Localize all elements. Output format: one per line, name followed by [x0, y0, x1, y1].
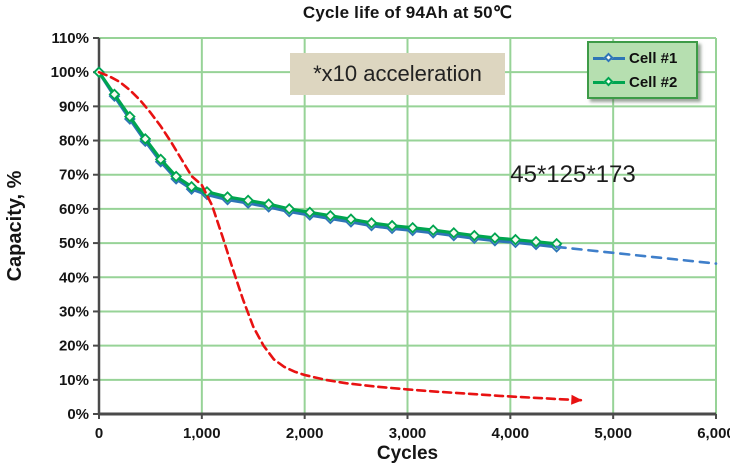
diamond-marker-icon [139, 132, 152, 145]
diamond-marker-icon [185, 180, 198, 193]
diamond-marker-icon [509, 233, 522, 246]
legend-label-cell2: Cell #2 [629, 73, 678, 91]
diamond-marker-icon [427, 224, 440, 236]
diamond-marker-icon [242, 194, 254, 207]
series-x10-accelerated-reference [97, 70, 584, 405]
y-axis-title: Capacity, % [4, 170, 26, 282]
annotation-acceleration-box: *x10 acceleration [290, 53, 505, 95]
diamond-marker-icon [324, 209, 337, 222]
y-tick-label: 70% [59, 167, 89, 184]
y-tick-label: 100% [51, 64, 89, 81]
diamond-marker-icon [468, 229, 481, 242]
diamond-marker-icon [170, 170, 182, 183]
diamond-marker-icon [221, 191, 234, 203]
diamond-marker-icon [550, 237, 563, 250]
y-tick-label: 60% [59, 201, 89, 218]
y-tick-label: 0% [67, 406, 89, 423]
y-tick-label: 90% [59, 98, 89, 115]
x-tick-label: 4,000 [492, 425, 530, 442]
chart-title: Cycle life of 94Ah at 50℃ [302, 3, 513, 22]
x-tick-labels: 0 1,000 2,000 3,000 4,000 5,000 6,000 [95, 425, 730, 442]
diamond-marker-icon [530, 235, 542, 248]
diamond-marker-icon [447, 226, 460, 239]
diamond-marker-icon [303, 206, 316, 219]
y-tick-label: 20% [59, 338, 89, 355]
diamond-marker-icon [262, 198, 275, 210]
legend-label-cell1: Cell #1 [629, 49, 678, 67]
y-tick-label: 50% [59, 235, 89, 252]
series-cell-2 [93, 66, 563, 250]
y-tick-labels: 0% 10% 20% 30% 40% 50% 60% 70% 80% 90% 100% 110% [51, 30, 89, 423]
diamond-marker-icon [283, 203, 296, 215]
x-tick-label: 1,000 [183, 425, 221, 442]
x-axis-title: Cycles [376, 443, 439, 464]
diamond-marker-icon [345, 213, 357, 226]
diamond-marker-icon [386, 219, 398, 232]
diamond-marker-icon [406, 221, 419, 234]
x-tick-label: 2,000 [286, 425, 324, 442]
y-tick-label: 30% [59, 303, 89, 320]
y-tick-label: 80% [59, 133, 89, 150]
x-tick-label: 3,000 [389, 425, 427, 442]
axes [93, 37, 717, 419]
x-tick-label: 0 [95, 425, 103, 442]
series-cell-1-projection [555, 245, 718, 265]
cell1-line-marker-icon [593, 52, 625, 64]
annotation-dimensions-text: 45*125*173 [510, 161, 636, 188]
cell2-line-marker-icon [593, 76, 625, 88]
x-tick-label: 6,000 [697, 425, 730, 442]
diamond-marker-icon [489, 232, 501, 244]
chart-legend: Cell #1 Cell #2 [587, 41, 698, 99]
diamond-marker-icon [108, 88, 121, 101]
y-tick-label: 40% [59, 269, 89, 286]
legend-item-cell2: Cell #2 [593, 74, 692, 91]
x-tick-label: 5,000 [594, 425, 632, 442]
arrowhead-icon [571, 394, 583, 405]
annotation-acceleration-text: *x10 acceleration [313, 61, 482, 86]
diamond-marker-icon [154, 153, 167, 166]
diamond-marker-icon [365, 217, 378, 229]
legend-item-cell1: Cell #1 [593, 50, 692, 67]
y-tick-label: 110% [51, 30, 89, 47]
y-tick-label: 10% [59, 372, 89, 389]
diamond-marker-icon [123, 110, 136, 123]
